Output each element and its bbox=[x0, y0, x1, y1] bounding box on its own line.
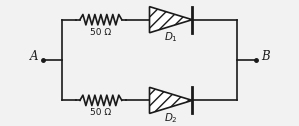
Text: 50 Ω: 50 Ω bbox=[90, 108, 112, 117]
Text: $D_2$: $D_2$ bbox=[164, 111, 178, 125]
Polygon shape bbox=[150, 87, 192, 113]
Text: B: B bbox=[261, 50, 270, 63]
Text: A: A bbox=[29, 50, 38, 63]
Polygon shape bbox=[150, 7, 192, 33]
Text: $D_1$: $D_1$ bbox=[164, 31, 178, 44]
Text: 50 Ω: 50 Ω bbox=[90, 27, 112, 37]
